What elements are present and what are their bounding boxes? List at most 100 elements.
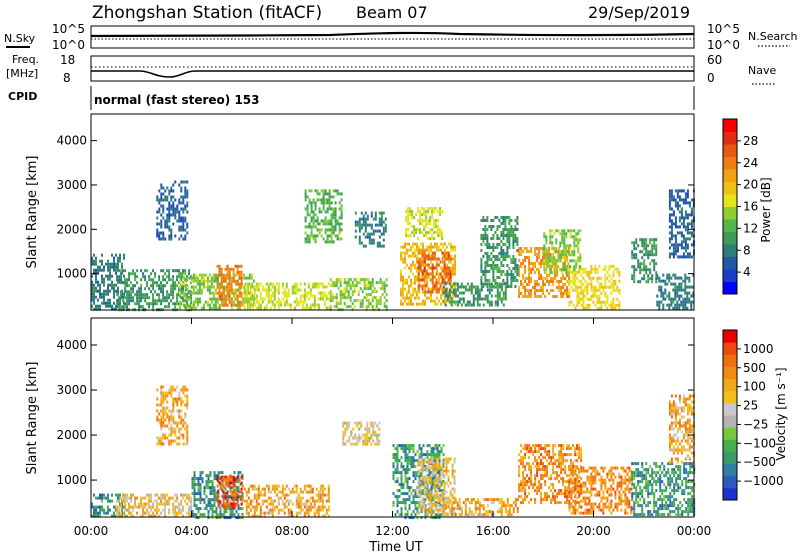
heatmap-cell (431, 269, 434, 273)
heatmap-cell (312, 213, 315, 217)
heatmap-cell (412, 272, 414, 276)
heatmap-cell (132, 284, 135, 288)
heatmap-cell (688, 237, 691, 241)
heatmap-cell (406, 281, 408, 285)
heatmap-cell (379, 302, 382, 306)
heatmap-cell (252, 279, 255, 283)
heatmap-cell (670, 213, 673, 217)
heatmap-cell (111, 274, 113, 278)
heatmap-cell (372, 421, 375, 425)
heatmap-cell (608, 273, 611, 277)
heatmap-cell (520, 253, 523, 256)
heatmap-cell (93, 253, 95, 257)
heatmap-cell (516, 237, 519, 240)
heatmap-cell (303, 502, 306, 506)
heatmap-cell (512, 246, 515, 249)
heatmap-cell (676, 225, 679, 229)
heatmap-cell (239, 495, 242, 499)
heatmap-cell (435, 225, 438, 229)
heatmap-cell (559, 232, 562, 236)
heatmap-cell (536, 256, 539, 259)
heatmap-cell (364, 436, 367, 440)
heatmap-cell (198, 297, 201, 301)
heatmap-cell (508, 237, 511, 240)
heatmap-cell (194, 273, 197, 277)
heatmap-cell (404, 507, 407, 511)
heatmap-cell (490, 228, 493, 231)
heatmap-cell (172, 222, 175, 226)
heatmap-cell (343, 302, 346, 306)
heatmap-cell (612, 288, 615, 292)
heatmap-cell (582, 291, 585, 295)
heatmap-cell (103, 301, 105, 305)
heatmap-cell (186, 303, 189, 307)
heatmap-cell (641, 244, 644, 248)
heatmap-cell (371, 284, 374, 288)
heatmap-cell (324, 189, 327, 193)
heatmap-cell (508, 216, 511, 219)
heatmap-cell (496, 291, 499, 295)
heatmap-cell (402, 501, 405, 505)
heatmap-cell (381, 293, 384, 297)
freq-tick-bottom: 8 (63, 71, 71, 85)
freq-label-line1: Freq. (12, 53, 39, 66)
heatmap-cell (670, 297, 673, 301)
heatmap-cell (375, 296, 378, 300)
heatmap-cell (130, 496, 133, 500)
heatmap-cell (156, 302, 159, 306)
heatmap-cell (545, 241, 548, 245)
heatmap-cell (226, 282, 229, 286)
heatmap-cell (500, 273, 503, 276)
heatmap-cell (332, 228, 335, 232)
heatmap-cell (411, 213, 414, 217)
heatmap-cell (319, 297, 322, 301)
heatmap-cell (354, 442, 357, 446)
heatmap-cell (123, 295, 125, 299)
heatmap-cell (573, 250, 576, 254)
heatmap-cell (241, 496, 244, 500)
heatmap-cell (144, 278, 147, 282)
heatmap-cell (349, 296, 352, 300)
heatmap-cell (172, 275, 175, 279)
heatmap-cell (543, 262, 546, 266)
heatmap-cell (174, 493, 177, 497)
heatmap-cell (430, 296, 432, 300)
heatmap-cell (662, 279, 665, 283)
heatmap-cell (251, 505, 254, 509)
heatmap-cell (554, 250, 557, 253)
heatmap-cell (269, 502, 272, 506)
heatmap-cell (416, 296, 418, 300)
heatmap-cell (504, 234, 507, 237)
heatmap-cell (261, 499, 264, 503)
heatmap-cell (336, 192, 339, 196)
heatmap-cell (188, 508, 191, 512)
heatmap-cell (195, 483, 198, 487)
heatmap-cell (218, 297, 221, 301)
heatmap-cell (618, 306, 621, 310)
heatmap-cell (522, 286, 525, 289)
heatmap-cell (433, 225, 436, 229)
heatmap-cell (364, 223, 367, 227)
heatmap-cell (359, 305, 362, 309)
heatmap-cell (516, 267, 519, 270)
heatmap-cell (93, 283, 95, 287)
heatmap-cell (577, 247, 580, 251)
heatmap-cell (281, 484, 284, 488)
heatmap-cell (313, 511, 316, 515)
heatmap-cell (419, 257, 422, 261)
heatmap-cell (406, 465, 409, 469)
heatmap-cell (182, 216, 185, 220)
heatmap-cell (424, 281, 426, 285)
heatmap-cell (319, 484, 322, 488)
heatmap-cell (670, 303, 673, 307)
heatmap-cell (484, 252, 487, 255)
heatmap-cell (435, 278, 438, 282)
heatmap-cell (402, 257, 404, 261)
heatmap-cell (128, 511, 131, 515)
heatmap-cell (504, 255, 507, 258)
heatmap-cell (124, 505, 127, 509)
heatmap-cell (576, 303, 579, 307)
heatmap-cell (490, 294, 493, 298)
heatmap-cell (574, 288, 577, 292)
heatmap-cell (427, 207, 430, 211)
